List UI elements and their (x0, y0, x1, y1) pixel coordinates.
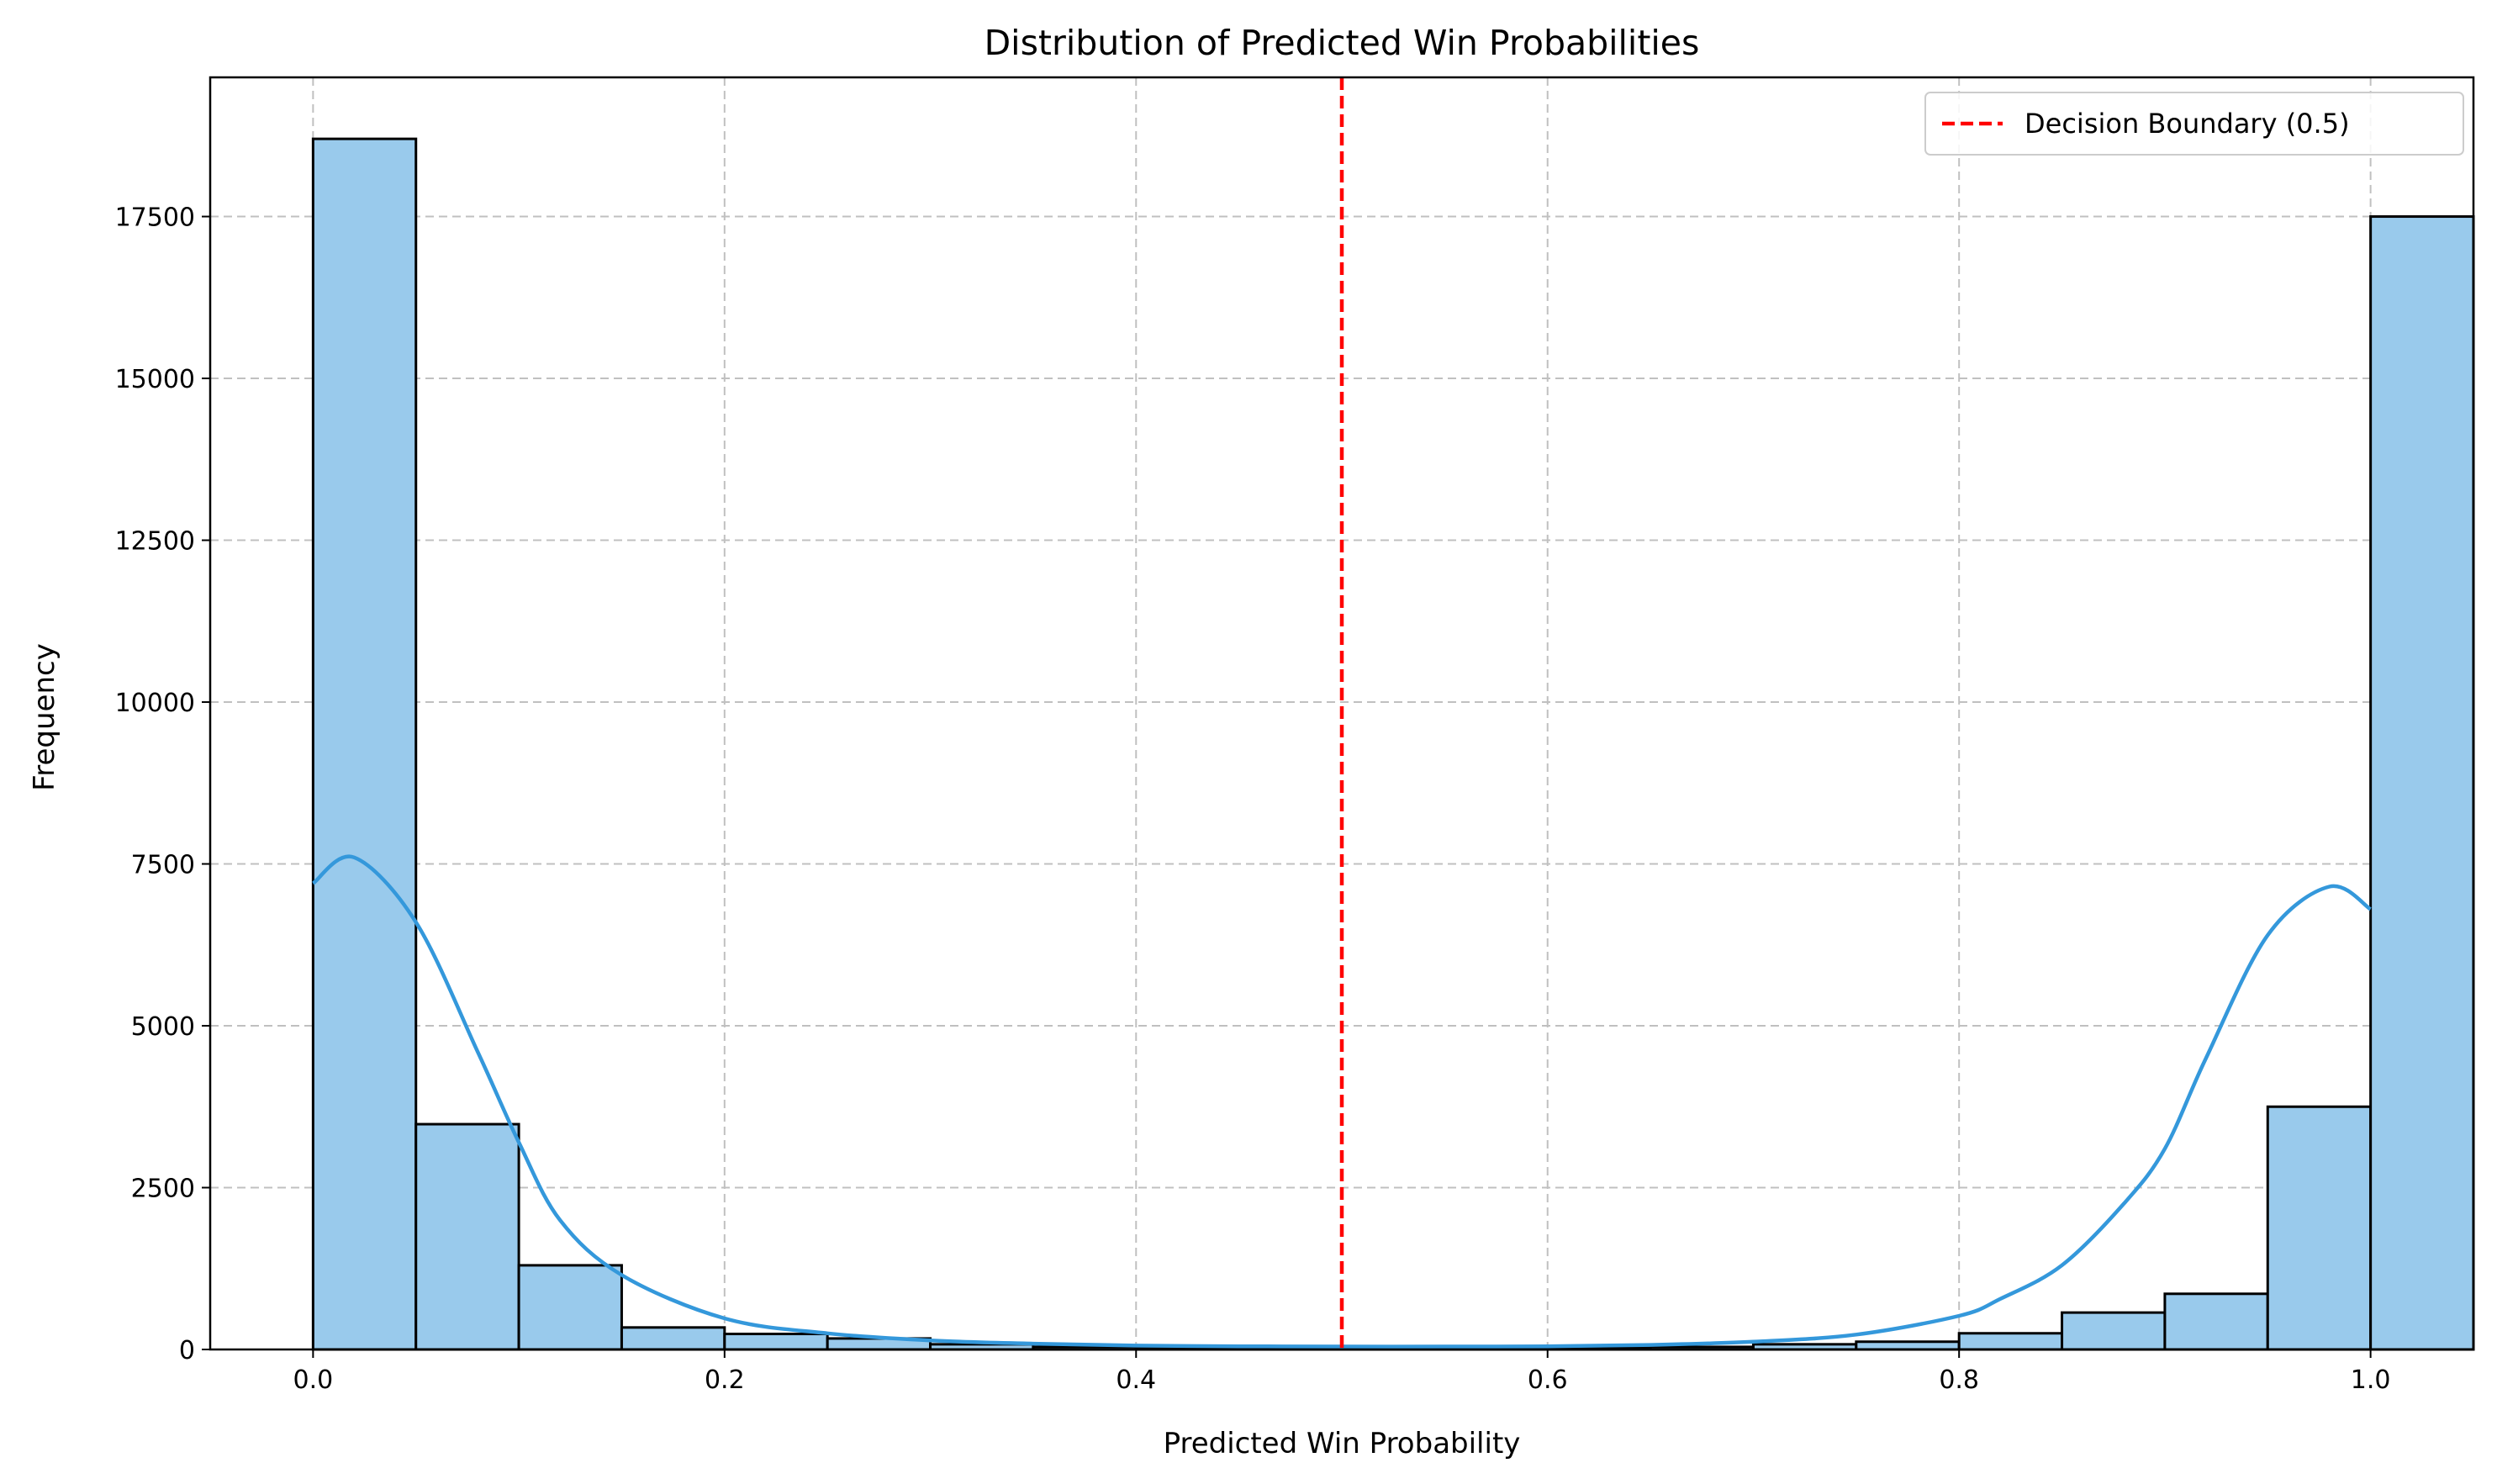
x-tick-label: 0.8 (1939, 1365, 1979, 1395)
axes (209, 76, 2475, 1351)
x-axis-title: Predicted Win Probability (1164, 1427, 1521, 1460)
kde-curve-group (311, 854, 2372, 1349)
histogram-bar (620, 1326, 726, 1351)
y-tick-label: 12500 (115, 527, 195, 557)
legend: Decision Boundary (0.5) (1924, 92, 2464, 156)
histogram-bar (414, 1122, 520, 1351)
legend-label: Decision Boundary (0.5) (2025, 108, 2350, 140)
legend-box (1924, 92, 2464, 156)
histogram-bar (2061, 1311, 2167, 1351)
x-tick-label: 1.0 (2351, 1365, 2391, 1395)
histogram-bar (1855, 1340, 1961, 1351)
y-tick-label: 15000 (115, 365, 195, 394)
histogram-bar (2369, 215, 2475, 1351)
y-tick-label: 0 (179, 1336, 195, 1365)
histogram-bar (2266, 1105, 2373, 1351)
histogram-bar (2163, 1292, 2269, 1351)
histogram-bar (311, 137, 418, 1351)
ticks: 0.0 0.2 0.4 0.6 0.8 1.0 0 2500 5000 7500 10000 1250… (115, 203, 2391, 1395)
axes-frame (209, 76, 2475, 1351)
kde-curve (311, 854, 2372, 1349)
x-tick-label: 0.0 (293, 1365, 334, 1395)
y-tick-label: 17500 (115, 203, 195, 233)
y-tick-label: 5000 (131, 1012, 195, 1042)
x-tick-label: 0.2 (705, 1365, 745, 1395)
histogram-bar (517, 1264, 623, 1351)
histogram-bar (1957, 1332, 2064, 1351)
y-tick-label: 2500 (131, 1175, 195, 1204)
y-tick-label: 10000 (115, 689, 195, 718)
histogram-bar (723, 1333, 829, 1351)
y-tick-label: 7500 (131, 851, 195, 880)
chart-title: Distribution of Predicted Win Probabilit… (985, 23, 1700, 63)
histogram-bars (311, 137, 2475, 1351)
x-tick-label: 0.4 (1116, 1365, 1156, 1395)
y-axis-title: Frequency (28, 643, 61, 791)
x-tick-label: 0.6 (1528, 1365, 1568, 1395)
